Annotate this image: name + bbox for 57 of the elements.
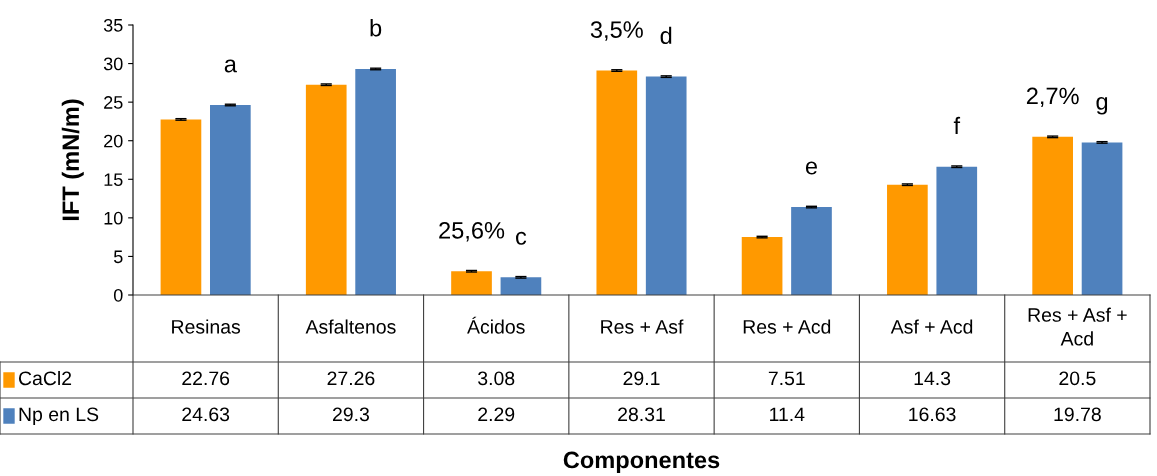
x-tick-label: Res + Asf + Acd — [1028, 307, 1127, 346]
y-tick-label: 35 — [103, 18, 123, 32]
bar — [1081, 142, 1123, 295]
data-label: 3.08 — [478, 371, 515, 386]
bar — [451, 271, 492, 295]
x-tick-label: Asfaltenos — [305, 319, 396, 334]
y-tick-label: 25 — [104, 96, 123, 109]
annotation: 3,5% — [590, 21, 643, 41]
data-label: 11.4 — [770, 407, 805, 422]
data-label: 29.3 — [332, 407, 369, 422]
y-tick-label: 10 — [104, 211, 123, 225]
annotation: d — [660, 26, 672, 45]
annotation: f — [953, 116, 961, 134]
x-tick-label: Ácidos — [467, 316, 525, 334]
legend-label: Np en LS — [19, 407, 99, 426]
x-tick-label: Resinas — [172, 319, 241, 334]
x-axis-title: Componentes — [563, 451, 720, 474]
legend-label: CaCl2 — [18, 370, 72, 386]
data-label: 7.51 — [768, 371, 805, 386]
bar — [305, 84, 347, 295]
data-label: 16.63 — [909, 407, 956, 422]
data-label: 2.29 — [478, 407, 515, 422]
annotation: g — [1096, 96, 1108, 115]
bar — [741, 237, 783, 295]
data-label: 28.31 — [618, 407, 665, 422]
bar — [645, 76, 687, 295]
data-label: 22.76 — [182, 371, 230, 386]
bar — [791, 207, 832, 295]
bar — [887, 184, 928, 295]
data-label: 24.63 — [182, 407, 230, 422]
annotation: 25,6% — [439, 221, 505, 242]
data-label: 20.5 — [1059, 371, 1096, 386]
data-label: 19.78 — [1054, 407, 1101, 422]
y-tick-label: 30 — [103, 57, 123, 71]
data-label: 29.1 — [623, 371, 660, 386]
y-tick-label: 15 — [104, 173, 123, 187]
data-label: 14.3 — [914, 371, 951, 386]
y-tick-label: 5 — [113, 250, 123, 264]
bar — [1032, 136, 1073, 295]
bar — [500, 277, 542, 295]
annotation: e — [805, 161, 817, 175]
annotation: 2,7% — [1026, 87, 1079, 108]
annotation: c — [516, 231, 527, 245]
bar — [210, 105, 251, 295]
bar — [936, 166, 978, 295]
bar — [160, 119, 202, 295]
y-tick-label: 0 — [113, 288, 123, 302]
y-tick-label: 20 — [104, 134, 123, 148]
data-label: 27.26 — [327, 371, 375, 386]
annotation: a — [224, 59, 237, 73]
bar — [596, 70, 638, 295]
x-tick-label: Res + Acd — [743, 319, 831, 334]
annotation: b — [370, 19, 382, 37]
x-tick-label: Res + Asf — [601, 319, 684, 334]
x-tick-label: Asf + Acd — [890, 319, 973, 334]
bar — [355, 68, 396, 295]
y-axis-title: IFT (mN/m) — [61, 99, 84, 221]
